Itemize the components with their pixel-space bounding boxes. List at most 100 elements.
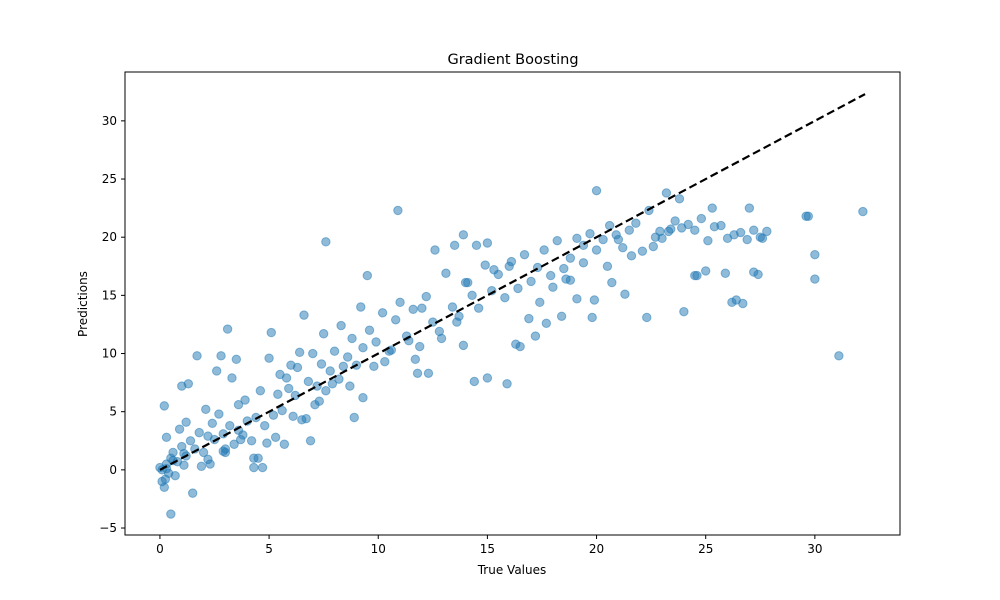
- data-point: [423, 368, 434, 378]
- data-point: [858, 206, 868, 217]
- data-point: [231, 354, 242, 365]
- data-point: [716, 220, 726, 231]
- data-point: [526, 276, 536, 287]
- data-point: [160, 474, 171, 484]
- data-point: [284, 383, 294, 394]
- data-point: [380, 356, 390, 367]
- data-point: [735, 227, 746, 238]
- data-point: [604, 220, 615, 231]
- data-point: [539, 245, 549, 255]
- data-points: [155, 185, 868, 519]
- y-tick-label: 0: [109, 463, 117, 477]
- data-point: [620, 289, 630, 299]
- data-point: [308, 348, 318, 359]
- data-point: [345, 381, 355, 391]
- data-point: [336, 320, 346, 331]
- data-point: [327, 379, 338, 389]
- data-point: [371, 337, 381, 347]
- data-point: [192, 351, 202, 361]
- data-point: [674, 194, 685, 204]
- data-point: [655, 226, 665, 237]
- data-point: [225, 420, 235, 431]
- data-point: [321, 386, 331, 396]
- data-point: [489, 265, 499, 275]
- data-point: [166, 509, 176, 519]
- data-point: [449, 240, 460, 251]
- data-point: [253, 453, 263, 463]
- data-point: [266, 327, 276, 338]
- data-point: [174, 424, 185, 434]
- data-point: [561, 274, 571, 284]
- data-point: [458, 340, 469, 351]
- data-point: [469, 376, 479, 387]
- data-point: [587, 312, 597, 323]
- data-point: [757, 233, 768, 244]
- data-point: [196, 461, 207, 472]
- data-point: [170, 470, 180, 481]
- y-tick-label: 10: [102, 347, 117, 361]
- data-point: [211, 366, 222, 376]
- data-point: [546, 270, 556, 281]
- data-point: [572, 233, 582, 244]
- data-point: [742, 234, 752, 245]
- data-point: [240, 395, 250, 405]
- data-point: [218, 446, 228, 456]
- data-point: [194, 427, 204, 438]
- data-point: [753, 269, 763, 280]
- reference-line: [159, 93, 866, 471]
- data-point: [260, 420, 270, 431]
- x-axis-label: True Values: [477, 563, 547, 577]
- data-point: [696, 213, 707, 224]
- data-point: [236, 434, 246, 445]
- data-point: [642, 312, 652, 323]
- data-point: [572, 294, 582, 304]
- data-point: [648, 241, 659, 252]
- data-point: [207, 418, 218, 429]
- data-point: [607, 277, 617, 288]
- data-point: [277, 405, 287, 416]
- data-point: [591, 185, 602, 196]
- data-point: [358, 343, 368, 353]
- y-tick-label: 30: [102, 114, 117, 128]
- data-point: [177, 381, 187, 391]
- data-point: [415, 341, 425, 352]
- data-point: [412, 368, 423, 378]
- data-point: [683, 219, 693, 230]
- data-point: [222, 324, 233, 334]
- data-point: [318, 329, 329, 339]
- data-point: [303, 376, 314, 387]
- data-point: [541, 318, 552, 328]
- data-point: [707, 203, 717, 213]
- data-point: [329, 346, 340, 356]
- data-point: [292, 362, 303, 373]
- data-point: [578, 258, 589, 268]
- data-point: [624, 225, 634, 235]
- data-point: [257, 462, 268, 473]
- data-point: [421, 291, 431, 302]
- data-point: [395, 297, 405, 308]
- data-point: [273, 389, 283, 399]
- data-point: [270, 432, 281, 442]
- data-point: [181, 417, 191, 427]
- data-point: [589, 295, 600, 305]
- data-point: [391, 315, 401, 325]
- data-point: [168, 447, 178, 458]
- data-point: [262, 438, 272, 448]
- data-point: [316, 359, 327, 369]
- data-point: [233, 400, 244, 410]
- data-point: [524, 313, 534, 324]
- data-point: [703, 235, 713, 246]
- data-point: [338, 361, 349, 372]
- data-point: [198, 447, 209, 458]
- data-point: [268, 410, 279, 420]
- data-point: [321, 237, 331, 247]
- data-point: [246, 436, 257, 446]
- data-point: [762, 226, 772, 237]
- data-point: [473, 303, 484, 313]
- data-point: [349, 412, 359, 423]
- data-point: [430, 245, 440, 255]
- data-point: [441, 268, 451, 278]
- data-point: [201, 404, 211, 415]
- data-point: [482, 373, 493, 383]
